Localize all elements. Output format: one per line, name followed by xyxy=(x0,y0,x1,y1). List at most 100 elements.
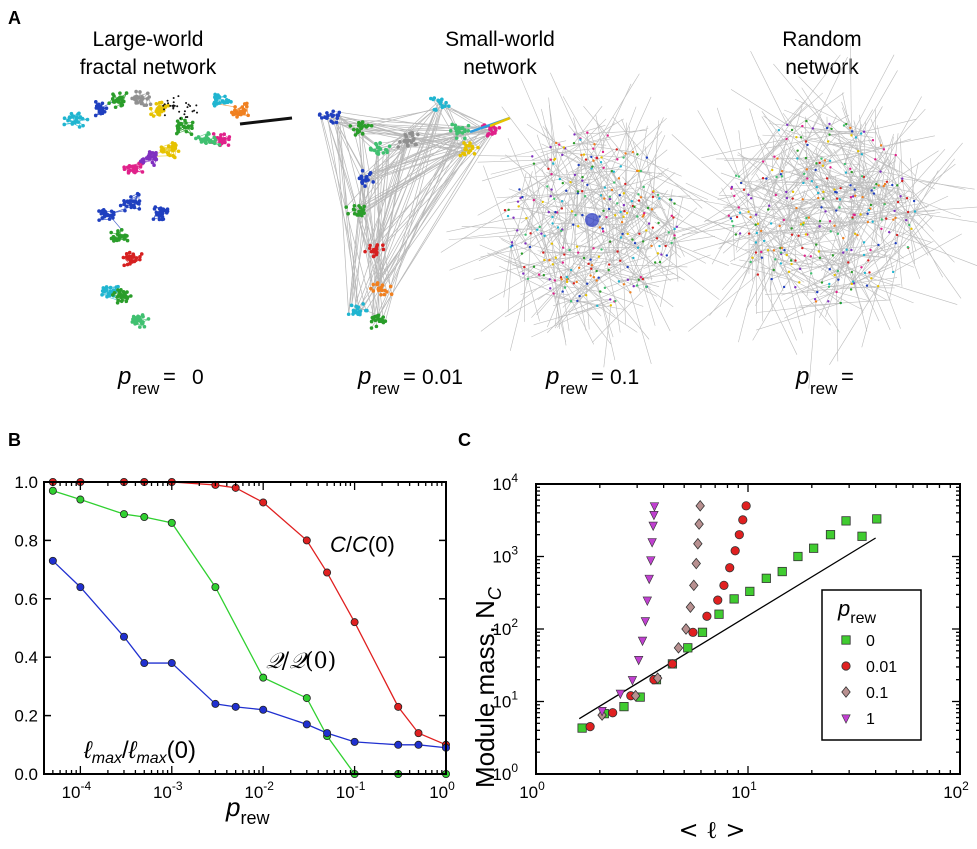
network-edge xyxy=(576,156,611,200)
network-node xyxy=(860,175,864,178)
network-node xyxy=(162,104,165,107)
network-edge xyxy=(569,211,573,222)
network-node xyxy=(382,292,387,297)
network-edge xyxy=(629,223,650,286)
network-edge xyxy=(385,109,435,150)
network-node xyxy=(773,155,776,158)
network-node xyxy=(572,282,576,285)
network-node xyxy=(675,225,679,228)
network-node xyxy=(756,273,760,276)
network-edge xyxy=(574,171,583,181)
network-node xyxy=(779,172,783,176)
network-node xyxy=(543,234,546,238)
network-node xyxy=(462,152,467,157)
network-node xyxy=(540,232,543,235)
network-edge xyxy=(659,200,675,236)
network-node xyxy=(151,114,156,118)
network-node xyxy=(610,188,614,192)
network-node xyxy=(367,172,372,177)
network-node xyxy=(126,257,130,261)
network-node xyxy=(119,295,124,300)
network-edge xyxy=(583,254,602,259)
network-node xyxy=(351,312,355,316)
network-edge xyxy=(525,183,541,235)
network-node xyxy=(119,103,123,108)
network-node xyxy=(522,272,525,275)
network-edge xyxy=(538,178,560,184)
network-node xyxy=(558,177,562,181)
network-edge xyxy=(448,234,526,240)
network-edge xyxy=(353,140,410,311)
network-edge xyxy=(878,284,901,287)
network-node xyxy=(516,200,520,203)
network-edge xyxy=(864,272,893,283)
data-point xyxy=(633,655,644,666)
network-node xyxy=(366,123,371,128)
network-edge xyxy=(781,220,793,235)
network-edge xyxy=(640,277,656,326)
network-node xyxy=(369,286,373,291)
network-node xyxy=(598,215,601,218)
network-node xyxy=(816,290,819,294)
network-node xyxy=(576,192,580,195)
network-edge xyxy=(754,184,788,199)
network-node xyxy=(362,204,366,209)
network-node xyxy=(672,216,675,219)
network-edge xyxy=(597,146,633,153)
network-node xyxy=(657,221,660,225)
network-edge xyxy=(674,238,679,282)
network-node xyxy=(204,134,209,138)
network-node xyxy=(828,122,831,126)
network-node xyxy=(859,132,863,135)
network-node xyxy=(463,128,467,132)
network-node xyxy=(520,252,524,255)
network-edge xyxy=(591,156,598,170)
network-edge xyxy=(480,246,531,258)
network-node xyxy=(337,110,342,115)
data-point xyxy=(140,513,149,522)
network-node xyxy=(581,213,584,217)
data-point xyxy=(714,609,724,619)
network-node xyxy=(120,234,125,238)
network-node xyxy=(129,202,133,207)
annotation-c-ratio: C/C(0) xyxy=(330,532,395,557)
network-node xyxy=(432,96,437,100)
network-node xyxy=(885,217,888,220)
network-node xyxy=(638,232,641,235)
network-edge xyxy=(720,172,793,199)
network-edge xyxy=(851,247,884,285)
network-node xyxy=(174,131,179,136)
network-edge xyxy=(521,266,535,280)
network-node xyxy=(553,279,557,282)
network-node xyxy=(651,226,655,229)
network-edge xyxy=(671,134,732,189)
network-edge xyxy=(586,216,607,244)
network-edge xyxy=(730,192,763,258)
network-node xyxy=(802,221,805,225)
network-node xyxy=(619,236,623,239)
network-node xyxy=(178,122,183,127)
network-node xyxy=(862,130,866,133)
network-node xyxy=(403,138,407,143)
network-node xyxy=(645,285,648,289)
network-node xyxy=(796,149,799,152)
network-node xyxy=(512,216,515,219)
network-node xyxy=(861,195,864,199)
network-node xyxy=(641,277,645,281)
network-node xyxy=(839,187,842,190)
network-node xyxy=(101,286,106,290)
network-node xyxy=(185,101,188,104)
network-node xyxy=(747,193,750,196)
network-node xyxy=(635,169,639,173)
network-edge xyxy=(573,105,603,144)
network-node xyxy=(159,106,164,111)
network-node xyxy=(524,233,527,236)
network-node xyxy=(592,147,595,150)
network-edge xyxy=(504,260,572,271)
network-node xyxy=(140,158,145,162)
network-node xyxy=(554,256,557,259)
network-node xyxy=(122,263,126,268)
network-node xyxy=(734,233,738,236)
network-edge xyxy=(381,145,470,291)
network-node xyxy=(642,185,645,189)
